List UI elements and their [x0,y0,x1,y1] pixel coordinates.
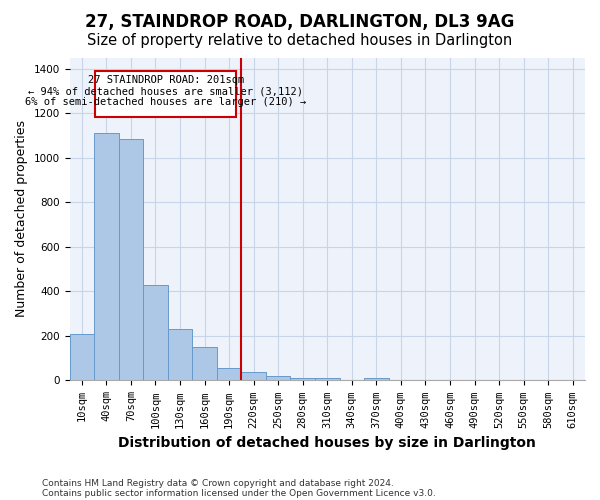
Bar [94,133,119,380]
Text: Size of property relative to detached houses in Darlington: Size of property relative to detached ho… [88,32,512,48]
Bar [290,378,315,380]
X-axis label: Distribution of detached houses by size in Darlington: Distribution of detached houses by size … [118,436,536,450]
Bar [168,328,192,380]
FancyBboxPatch shape [95,71,236,117]
Text: Contains HM Land Registry data © Crown copyright and database right 2024.: Contains HM Land Registry data © Crown c… [42,478,394,488]
Bar [70,334,94,380]
Bar [143,284,168,380]
Text: 27 STAINDROP ROAD: 201sqm: 27 STAINDROP ROAD: 201sqm [88,75,244,85]
Bar [192,348,217,380]
Bar [119,139,143,380]
Bar [266,376,290,380]
Text: 27, STAINDROP ROAD, DARLINGTON, DL3 9AG: 27, STAINDROP ROAD, DARLINGTON, DL3 9AG [85,12,515,30]
Text: Contains public sector information licensed under the Open Government Licence v3: Contains public sector information licen… [42,488,436,498]
Bar [315,378,340,380]
Text: 6% of semi-detached houses are larger (210) →: 6% of semi-detached houses are larger (2… [25,97,307,107]
Bar [364,378,389,380]
Y-axis label: Number of detached properties: Number of detached properties [15,120,28,318]
Bar [241,372,266,380]
Text: ← 94% of detached houses are smaller (3,112): ← 94% of detached houses are smaller (3,… [28,86,304,96]
Bar [217,368,241,380]
